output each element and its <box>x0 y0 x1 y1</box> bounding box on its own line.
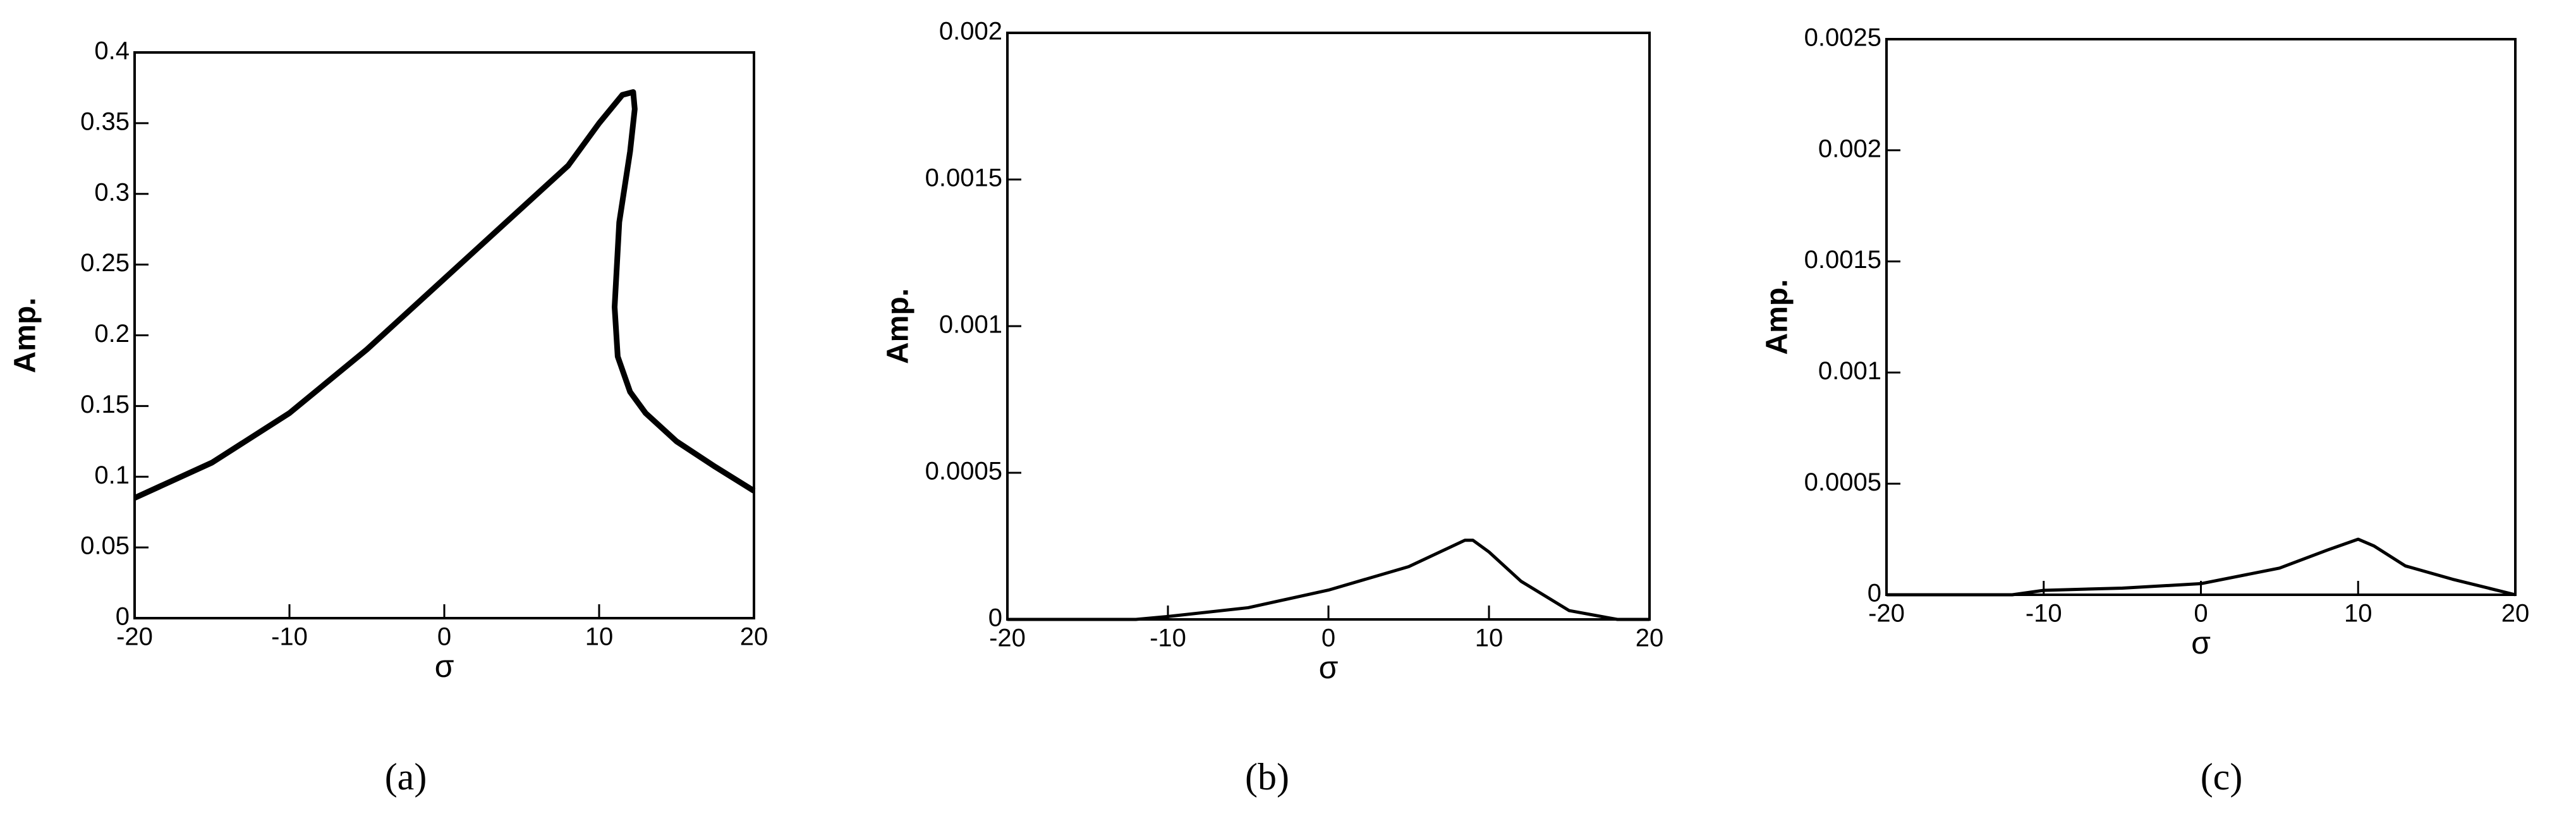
y-tick-label: 0.001 <box>1818 357 1881 385</box>
y-tick-label: 0.002 <box>939 18 1002 46</box>
y-tick-label: 0.15 <box>80 391 130 418</box>
y-axis-title: Amp. <box>882 288 915 364</box>
y-tick-label: 0.0015 <box>1804 246 1881 274</box>
data-line <box>133 89 756 501</box>
x-tick-label: -20 <box>1868 600 1905 628</box>
y-axis-title: Amp. <box>9 298 42 374</box>
x-tick-label: 10 <box>2344 600 2372 628</box>
y-tick-label: 0 <box>116 603 130 631</box>
y-tick-label: 0.001 <box>939 311 1002 339</box>
data-line <box>1007 539 1649 621</box>
y-tick-label: 0 <box>1868 580 1881 607</box>
y-tick-label: 0.0005 <box>1804 468 1881 496</box>
y-axis-title: Amp. <box>1761 279 1794 355</box>
x-tick-label: 10 <box>585 623 614 651</box>
x-tick-label: 20 <box>1636 624 1664 652</box>
x-axis-title: σ <box>1319 650 1339 685</box>
x-tick-label: 20 <box>2501 600 2530 628</box>
y-tick-label: 0.3 <box>94 178 130 206</box>
x-tick-label: 0 <box>437 623 451 651</box>
chart-panel: 0 0.05 0.1 0.15 0.2 0.25 0.3 0.35 0.4 -20 -10 0 10 20… <box>9 37 769 798</box>
plot-frame <box>1006 32 1651 621</box>
plot-frame <box>1885 38 2517 596</box>
panel-label: (a) <box>385 756 427 798</box>
chart-panel: 0 0.0005 0.001 0.0015 0.002 0.0025 -20 -10 0 10 20… <box>1761 24 2530 798</box>
y-tick-label: 0 <box>988 604 1002 632</box>
y-tick-label: 0.2 <box>94 320 130 348</box>
x-tick-label: -10 <box>2026 600 2062 628</box>
y-tick-label: 0.0025 <box>1804 24 1881 52</box>
x-axis-title: σ <box>435 648 454 684</box>
y-tick-label: 0.25 <box>80 249 130 277</box>
y-tick-label: 0.0015 <box>925 164 1002 192</box>
x-tick-label: -20 <box>116 623 153 651</box>
x-tick-label: 20 <box>740 623 769 651</box>
x-tick-label: -20 <box>989 624 1026 652</box>
y-tick-label: 0.002 <box>1818 135 1881 162</box>
x-axis-title: σ <box>2191 625 2211 661</box>
y-tick-label: 0.4 <box>94 37 130 65</box>
y-tick-label: 0.1 <box>94 461 130 489</box>
chart-panel: 0 0.0005 0.001 0.0015 0.002 -20 -10 0 10 20 σ Amp. (… <box>882 18 1664 798</box>
y-tick-label: 0.0005 <box>925 458 1002 485</box>
x-tick-label: -10 <box>271 623 308 651</box>
y-tick-label: 0.05 <box>80 532 130 560</box>
data-line <box>1886 537 2516 597</box>
x-tick-label: 10 <box>1475 624 1504 652</box>
x-tick-label: -10 <box>1150 624 1186 652</box>
plot-frame <box>133 51 755 619</box>
x-tick-label: 0 <box>1321 624 1335 652</box>
panel-label: (c) <box>2201 756 2243 798</box>
y-tick-label: 0.35 <box>80 107 130 135</box>
x-tick-label: 0 <box>2194 600 2208 628</box>
panel-label: (b) <box>1245 756 1289 798</box>
